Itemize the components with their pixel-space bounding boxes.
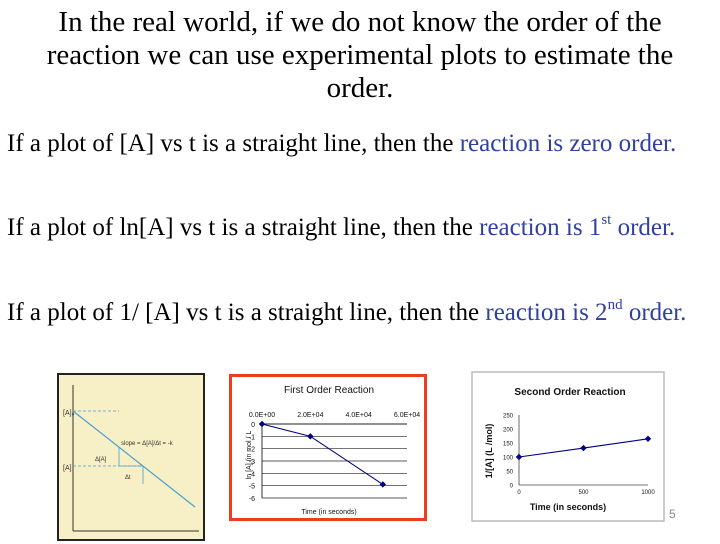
statement-highlight: reaction is 1st bbox=[479, 212, 612, 242]
x-tick-label: 0 bbox=[517, 490, 521, 496]
statement-tail: order. bbox=[622, 299, 687, 326]
x-tick-label: 2.0E+04 bbox=[297, 412, 323, 419]
data-point bbox=[644, 435, 652, 442]
ordinal-superscript: st bbox=[601, 212, 612, 228]
second-order-plot: Second Order Reaction Time (in seconds) … bbox=[471, 371, 665, 522]
page-number: 5 bbox=[669, 507, 676, 521]
delta-a-label: Δ[A] bbox=[95, 457, 107, 463]
statement-highlight: reaction is 2nd bbox=[485, 297, 623, 327]
y-tick-label: 50 bbox=[506, 470, 513, 476]
first-order-plot: First Order Reaction Time (in seconds) l… bbox=[229, 374, 427, 521]
ordinal-superscript: nd bbox=[607, 297, 623, 313]
plot-border bbox=[471, 371, 665, 522]
y-label-conc: [A] bbox=[63, 465, 72, 472]
y-tick-label: -1 bbox=[249, 434, 255, 441]
data-point bbox=[379, 481, 387, 488]
y-tick-label: 150 bbox=[503, 442, 514, 448]
zero-order-statement: If a plot of [A] vs t is a straight line… bbox=[7, 128, 713, 160]
first-order-statement: If a plot of ln[A] vs t is a straight li… bbox=[7, 212, 713, 244]
y-label-initial: [A]₀ bbox=[63, 410, 75, 417]
chart-title: First Order Reaction bbox=[284, 385, 374, 396]
x-tick-label: 6.0E+04 bbox=[394, 412, 420, 419]
statement-text: If a plot of [A] vs t is a straight line… bbox=[7, 130, 460, 157]
x-tick-label: 1000 bbox=[641, 490, 655, 496]
statement-text: If a plot of ln[A] vs t is a straight li… bbox=[7, 214, 480, 241]
x-tick-label: 500 bbox=[578, 490, 589, 496]
zero-order-plot-svg: [A]₀ [A] slope = Δ[A]/Δt = -k Δ[A] Δt bbox=[63, 385, 199, 532]
y-tick-label: 250 bbox=[503, 414, 514, 420]
data-point bbox=[515, 453, 523, 461]
data-point bbox=[307, 433, 314, 440]
y-tick-label: 100 bbox=[503, 456, 514, 462]
y-axis-title: 1/[A] (L /mol) bbox=[484, 424, 494, 479]
statement-highlight: reaction is zero order. bbox=[459, 130, 677, 157]
y-tick-label: -5 bbox=[249, 484, 255, 491]
y-axis-title: ln [A] (in mol / L bbox=[246, 431, 253, 480]
chart-title: Second Order Reaction bbox=[514, 387, 625, 398]
trend-line bbox=[72, 410, 196, 508]
zero-order-plot: [A]₀ [A] slope = Δ[A]/Δt = -k Δ[A] Δt bbox=[57, 373, 205, 541]
y-tick-label: -2 bbox=[249, 447, 255, 454]
second-order-plot-svg: Second Order Reaction Time (in seconds) … bbox=[471, 371, 665, 522]
statement-text: If a plot of 1/ [A] vs t is a straight l… bbox=[7, 299, 486, 326]
x-axis-title: Time (in seconds) bbox=[301, 509, 356, 516]
slope-annotation: slope = Δ[A]/Δt = -k bbox=[121, 441, 174, 447]
statement-tail: order. bbox=[611, 214, 676, 241]
x-axis-title: Time (in seconds) bbox=[530, 502, 606, 512]
x-tick-label: 0.0E+00 bbox=[249, 412, 275, 419]
y-tick-label: 0 bbox=[510, 484, 514, 490]
data-point bbox=[580, 444, 587, 452]
y-tick-label: -6 bbox=[249, 496, 255, 503]
data-point bbox=[258, 420, 266, 428]
x-tick-label: 4.0E+04 bbox=[346, 412, 372, 419]
first-order-plot-svg: First Order Reaction Time (in seconds) l… bbox=[229, 374, 427, 521]
y-tick-label: 0 bbox=[251, 422, 255, 429]
y-tick-label: 200 bbox=[503, 428, 514, 434]
slide-title: In the real world, if we do not know the… bbox=[46, 6, 674, 104]
delta-t-label: Δt bbox=[125, 475, 131, 481]
y-tick-label: -3 bbox=[249, 459, 255, 466]
second-order-statement: If a plot of 1/ [A] vs t is a straight l… bbox=[7, 297, 713, 329]
y-tick-label: -4 bbox=[249, 471, 255, 478]
